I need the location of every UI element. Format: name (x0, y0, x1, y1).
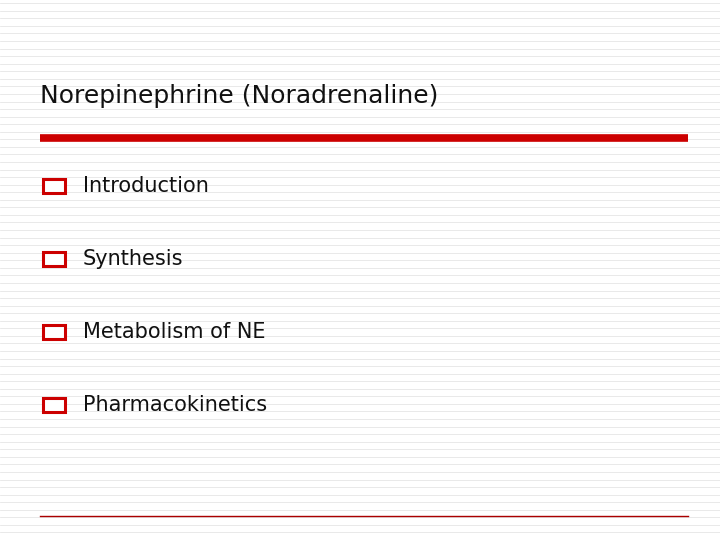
Text: Metabolism of NE: Metabolism of NE (83, 322, 265, 342)
Text: Pharmacokinetics: Pharmacokinetics (83, 395, 267, 415)
Text: Synthesis: Synthesis (83, 249, 184, 269)
Bar (43, 179, 65, 193)
Bar (43, 252, 65, 266)
Bar (43, 398, 65, 412)
Bar (43, 325, 65, 339)
Text: Norepinephrine (Noradrenaline): Norepinephrine (Noradrenaline) (40, 84, 438, 108)
Text: Introduction: Introduction (83, 176, 209, 197)
